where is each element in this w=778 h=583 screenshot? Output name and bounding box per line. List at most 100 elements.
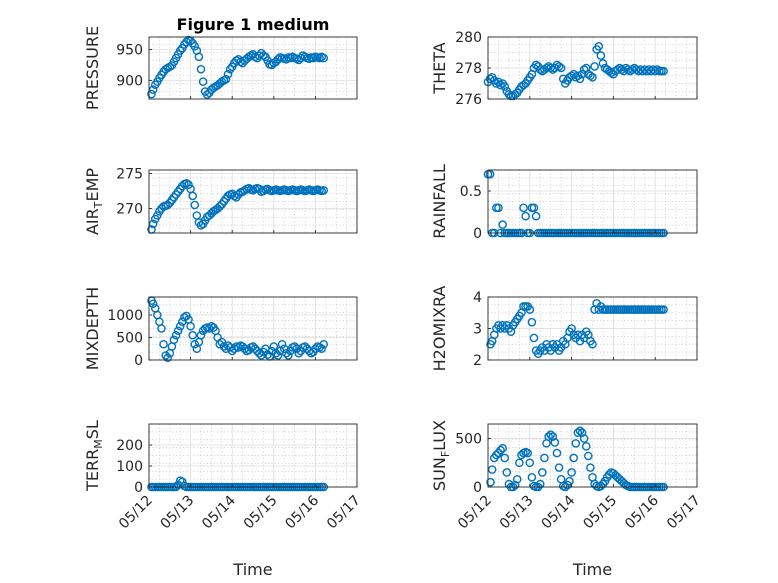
data-point [617,65,627,74]
y-tick-label: 200 [116,438,143,454]
data-points [147,35,329,99]
data-point [290,342,299,351]
data-point [196,330,206,340]
subplot-grid: 900 950 PRESSURE 276 278 280 THETA 270 275 AIRTEM… [83,26,704,532]
data-point [147,89,156,99]
data-point [596,51,606,60]
data-point [161,351,170,360]
axes-box [148,36,358,100]
data-point [267,346,277,356]
grid-lines [149,424,357,487]
y-tick-label: 280 [455,30,482,46]
data-point [586,71,595,81]
subplot-1: 900 950 PRESSURE [83,26,358,110]
data-point [148,299,158,309]
data-point [569,453,578,463]
data-point [277,339,287,349]
data-point [198,77,208,86]
y-tick-label: 500 [455,432,482,448]
data-point [529,333,539,343]
data-point [188,330,197,340]
data-point [273,55,283,64]
y-tick-label: 0 [473,226,482,242]
data-point [519,203,528,213]
subplot-2: 276 278 280 THETA [430,30,698,108]
data-point [567,468,576,477]
data-point [225,64,235,74]
y-tick-label: 3 [473,322,482,338]
data-point [531,60,541,70]
data-point [502,468,512,477]
data-point [498,220,507,229]
data-point [500,453,510,463]
data-point [284,351,293,360]
data-point [523,448,533,458]
y-axis-label: PRESSURE [83,26,102,110]
data-point [215,202,225,211]
axes-box [148,296,358,361]
y-tick-label: 276 [455,92,482,108]
data-point [659,305,668,314]
x-ticks [487,96,698,99]
y-tick-label: 500 [116,331,143,347]
y-axis-label: THETA [430,42,449,94]
data-point [487,465,497,474]
data-point [504,90,514,99]
x-tick-label: 05/15 [241,493,281,533]
data-point [527,317,537,327]
x-ticks [148,357,358,360]
x-ticks [148,96,358,99]
axes-box [148,169,358,234]
y-axis-label: SUNFLUX [430,420,452,491]
data-point [494,203,503,213]
data-point [584,451,593,461]
data-point [596,481,606,491]
data-point [263,184,272,194]
data-point [296,53,306,63]
data-point [163,353,173,363]
data-point [175,321,185,331]
data-point [292,344,301,354]
data-points [147,296,329,363]
data-point [573,428,583,438]
data-point [217,337,227,347]
data-point [223,191,233,201]
data-point [169,335,179,345]
major-grid-lines [488,297,697,360]
data-point [519,80,528,90]
x-tick-label: 05/17 [664,493,704,533]
data-point [529,203,539,213]
data-point [498,443,507,453]
x-tick-label: 05/13 [497,493,537,533]
y-ticks: 00.5 [460,184,491,242]
y-axis-label: AIRTEMP [83,168,105,235]
data-point [521,211,530,221]
grid-lines [488,424,697,487]
major-grid-lines [488,170,697,233]
axes-box [487,169,698,234]
data-point [492,79,501,88]
data-point [180,312,189,322]
data-point [567,71,576,81]
data-point [577,69,587,79]
data-point [188,191,197,201]
data-point [240,344,249,354]
y-tick-label: 0 [473,480,482,496]
data-point [317,344,326,354]
data-point [281,348,291,358]
data-point [525,305,535,314]
y-tick-label: 100 [116,459,143,475]
data-point [177,477,187,487]
x-tick-label: 05/15 [580,493,620,533]
major-grid-lines [149,424,357,487]
data-point [552,448,562,458]
y-ticks: 900 950 [116,42,152,89]
data-point [254,51,264,60]
axes-box [148,423,358,488]
data-point [153,211,162,220]
y-tick-label: 1000 [107,308,143,324]
data-point [171,330,181,340]
y-axis-label: MIXDEPTH [83,287,102,370]
data-point [594,42,604,51]
